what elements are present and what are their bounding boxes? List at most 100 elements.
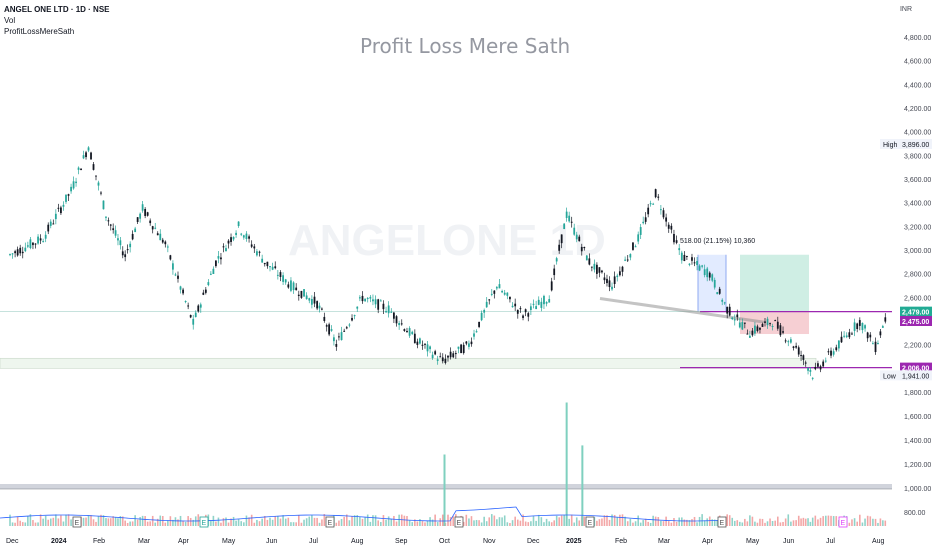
low-tag-value: 1,941.00: [902, 373, 929, 380]
volume-bar: [235, 520, 237, 526]
volume-bar: [34, 522, 37, 526]
volume-bar: [809, 521, 812, 526]
candle-body: [269, 266, 271, 268]
indicator-legend[interactable]: ProfitLossMereSath: [4, 27, 75, 36]
volume-bar: [377, 520, 379, 526]
time-axis-tick: Mar: [138, 538, 151, 545]
volume-bar: [744, 518, 746, 526]
volume-bar: [736, 520, 739, 526]
volume-bar: [851, 519, 853, 526]
profit-zone: [740, 254, 809, 313]
candle-body: [856, 323, 859, 330]
volume-bar: [37, 522, 39, 526]
volume-bar: [27, 516, 29, 526]
volume-bar: [665, 516, 667, 526]
volume-bar: [861, 522, 864, 526]
volume-bar: [468, 518, 470, 526]
volume-bar: [613, 514, 616, 526]
candle-body: [207, 282, 210, 286]
candle-body: [659, 209, 662, 211]
volume-bar: [287, 517, 290, 526]
volume-bar: [237, 518, 240, 526]
candle-body: [411, 331, 414, 335]
candle-body: [616, 275, 619, 278]
candle-body: [548, 299, 551, 303]
volume-bar: [774, 520, 776, 526]
candle-body: [545, 302, 548, 304]
candle-body: [675, 240, 678, 243]
volume-bar: [578, 520, 581, 526]
volume-bar: [161, 516, 164, 526]
candle-body: [261, 258, 264, 263]
candle-body: [34, 243, 37, 245]
volume-bar: [530, 521, 532, 526]
volume-bar: [624, 516, 626, 526]
candle-body: [439, 356, 442, 358]
symbol-title[interactable]: ANGEL ONE LTD · 1D · NSE: [4, 5, 110, 14]
volume-bar: [856, 521, 858, 526]
volume-bar: [756, 522, 759, 526]
volume-bar: [164, 522, 167, 526]
volume-bar: [67, 514, 70, 526]
candle-body: [232, 236, 235, 240]
volume-bar: [639, 522, 642, 526]
volume-bar: [426, 520, 429, 526]
volume-bar: [19, 520, 22, 526]
candle-body: [100, 192, 102, 194]
time-axis-tick: Dec: [6, 538, 19, 545]
candle-body: [733, 319, 736, 321]
candle-body: [62, 204, 65, 207]
candle-body: [647, 207, 650, 215]
candle-body: [102, 200, 105, 210]
volume-bar: [726, 514, 728, 526]
volume-axis-tick: 800.00: [904, 510, 926, 517]
volume-bar: [509, 522, 511, 526]
volume-bar: [39, 514, 42, 526]
volume-bar: [414, 519, 416, 526]
volume-bar: [537, 514, 540, 526]
candle-body: [85, 152, 87, 158]
volume-bar: [882, 520, 884, 526]
candle-body: [124, 254, 127, 258]
volume-legend[interactable]: Vol: [4, 16, 16, 25]
volume-bar: [792, 520, 795, 526]
volume-bar: [447, 514, 449, 526]
volume-bar: [400, 514, 403, 526]
candle-body: [543, 295, 545, 305]
volume-bar: [348, 520, 351, 526]
candle-body: [621, 266, 624, 272]
candle-body: [114, 230, 117, 236]
candle-body: [718, 288, 721, 294]
candle-body: [393, 312, 395, 319]
candle-body: [164, 241, 167, 245]
candle-body: [287, 284, 290, 288]
volume-bar: [421, 520, 424, 526]
volume-bar: [637, 515, 639, 526]
candle-body: [318, 305, 321, 309]
candle-body: [516, 309, 519, 314]
volume-bar: [761, 518, 764, 526]
volume-bar: [279, 518, 282, 526]
candle-body: [874, 341, 877, 353]
volume-bar: [340, 518, 343, 526]
volume-bar: [462, 521, 465, 526]
volume-bar: [429, 517, 431, 526]
volume-bar: [879, 518, 882, 526]
volume-bar: [126, 522, 129, 526]
volume-bar: [540, 517, 543, 526]
volume-bar: [129, 521, 131, 526]
candle-body: [266, 261, 269, 267]
candle-body: [835, 347, 838, 351]
candle-body: [529, 306, 532, 310]
candle-body: [701, 265, 704, 267]
time-axis-tick: Jul: [826, 538, 835, 545]
candle-body: [434, 351, 437, 355]
candle-body: [460, 344, 462, 354]
candle-body: [75, 181, 77, 184]
volume-bar: [419, 519, 421, 526]
volume-bar: [220, 522, 222, 526]
candle-body: [235, 232, 237, 235]
earnings-marker: [72, 516, 82, 528]
candle-body: [654, 189, 657, 198]
